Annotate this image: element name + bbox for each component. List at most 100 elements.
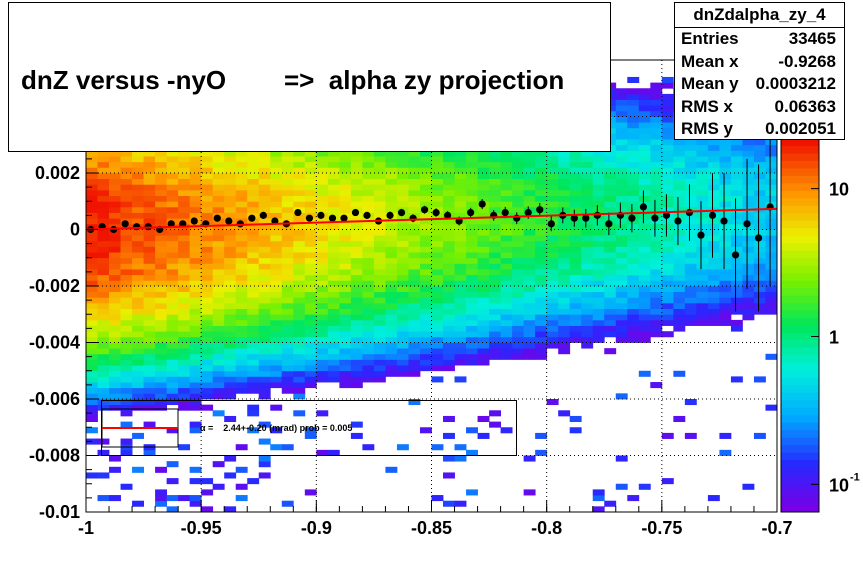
heatmap-cell xyxy=(373,370,386,377)
heatmap-cell xyxy=(224,229,237,236)
heatmap-cell xyxy=(97,382,110,389)
heatmap-cell xyxy=(477,314,490,321)
heatmap-cell xyxy=(109,269,121,276)
heatmap-cell xyxy=(339,319,352,326)
heatmap-cell xyxy=(327,263,340,270)
heatmap-cell xyxy=(661,274,674,281)
heatmap-cell xyxy=(327,173,340,180)
heatmap-cell xyxy=(293,257,306,264)
heatmap-cell xyxy=(201,336,214,343)
heatmap-cell xyxy=(627,308,640,315)
heatmap-cell xyxy=(661,178,674,185)
heatmap-cell xyxy=(109,212,121,219)
heatmap-cell xyxy=(270,167,283,174)
palette-swatch xyxy=(781,152,819,161)
heatmap-cell xyxy=(500,173,513,180)
heatmap-cell xyxy=(650,82,663,89)
profile-point xyxy=(674,217,682,225)
heatmap-cell xyxy=(581,206,594,213)
heatmap-cell xyxy=(696,173,709,180)
heatmap-cell xyxy=(443,342,455,349)
heatmap-cell xyxy=(546,195,559,202)
heatmap-cell xyxy=(477,319,490,326)
heatmap-cell xyxy=(443,263,455,270)
heatmap-cell xyxy=(719,280,732,287)
heatmap-cell xyxy=(419,325,432,332)
heatmap-cell xyxy=(189,336,202,343)
heatmap-cell xyxy=(247,274,260,281)
heatmap-cell xyxy=(535,336,548,343)
heatmap-cell xyxy=(523,269,536,276)
heatmap-cell xyxy=(247,223,260,230)
heatmap-cell xyxy=(339,252,352,259)
heatmap-cell xyxy=(247,206,260,213)
heatmap-cell xyxy=(120,319,133,326)
heatmap-cell xyxy=(661,331,674,338)
heatmap-cell xyxy=(466,359,478,366)
heatmap-cell xyxy=(385,263,398,270)
heatmap-cell xyxy=(765,212,778,219)
heatmap-cell xyxy=(615,297,628,304)
heatmap-cell xyxy=(270,314,283,321)
heatmap-cell xyxy=(224,184,237,191)
heatmap-cell xyxy=(224,314,237,321)
heatmap-cell xyxy=(235,167,248,174)
stat-key: Mean x xyxy=(681,51,739,71)
heatmap-cell xyxy=(270,240,283,247)
heatmap-cell xyxy=(604,331,617,338)
heatmap-cell xyxy=(201,235,214,242)
heatmap-cell xyxy=(212,206,225,213)
heatmap-cell xyxy=(753,291,766,298)
heatmap-cell xyxy=(535,342,548,349)
heatmap-cell xyxy=(109,365,121,372)
heatmap-cell xyxy=(247,297,260,304)
heatmap-cell xyxy=(270,269,283,276)
heatmap-cell xyxy=(350,421,363,428)
heatmap-cell xyxy=(258,218,271,225)
heatmap-cell xyxy=(489,280,501,287)
heatmap-cell xyxy=(627,252,640,259)
heatmap-cell xyxy=(109,201,121,208)
heatmap-cell xyxy=(109,348,121,355)
heatmap-cell xyxy=(120,212,133,219)
heatmap-cell xyxy=(500,246,513,253)
heatmap-cell xyxy=(155,302,168,309)
palette-swatch xyxy=(781,220,819,229)
heatmap-cell xyxy=(558,410,571,417)
heatmap-cell xyxy=(178,167,191,174)
heatmap-cell xyxy=(293,240,306,247)
heatmap-cell xyxy=(120,291,133,298)
heatmap-cell xyxy=(362,269,375,276)
heatmap-cell xyxy=(178,365,191,372)
heatmap-cell xyxy=(512,229,525,236)
heatmap-cell xyxy=(178,302,191,309)
heatmap-cell xyxy=(316,252,329,259)
heatmap-cell xyxy=(270,184,283,191)
heatmap-cell xyxy=(304,382,317,389)
profile-point xyxy=(478,200,486,208)
profile-point xyxy=(133,223,141,231)
heatmap-cell xyxy=(489,342,501,349)
heatmap-cell xyxy=(650,195,663,202)
heatmap-cell xyxy=(143,240,156,247)
heatmap-cell xyxy=(247,280,260,287)
heatmap-cell xyxy=(350,291,363,298)
heatmap-cell xyxy=(327,353,340,360)
heatmap-cell xyxy=(650,280,663,287)
heatmap-cell xyxy=(443,415,455,422)
heatmap-cell xyxy=(431,342,444,349)
heatmap-cell xyxy=(638,110,651,117)
heatmap-cell xyxy=(558,342,571,349)
heatmap-cell xyxy=(327,336,340,343)
palette-swatch xyxy=(781,138,819,146)
heatmap-cell xyxy=(86,206,98,213)
heatmap-cell xyxy=(523,161,536,168)
heatmap-cell xyxy=(235,331,248,338)
palette-swatch xyxy=(781,399,819,408)
heatmap-cell xyxy=(638,269,651,276)
palette-swatch xyxy=(781,227,819,236)
heatmap-cell xyxy=(281,269,294,276)
heatmap-cell xyxy=(350,353,363,360)
heatmap-cell xyxy=(281,302,294,309)
heatmap-cell xyxy=(201,308,214,315)
